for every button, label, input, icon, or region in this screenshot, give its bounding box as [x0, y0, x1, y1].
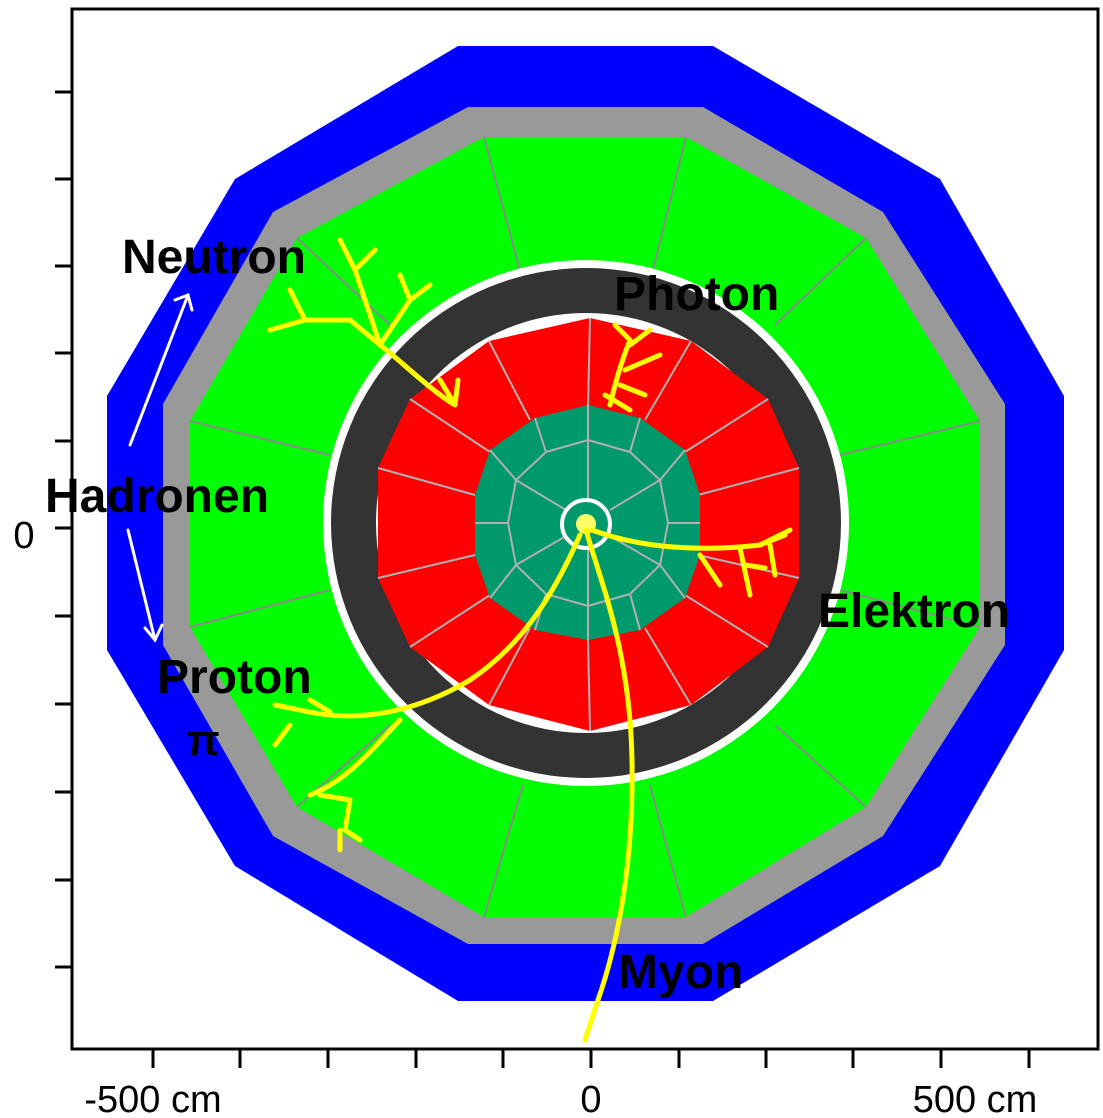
hadronen-arrows [126, 293, 194, 643]
y-axis-ticks [55, 90, 72, 969]
label-proton: Proton [157, 651, 312, 704]
proton-track [297, 532, 583, 719]
muon-track [582, 527, 635, 1043]
hadron-shower-lower [272, 697, 363, 853]
electron-shower [697, 532, 788, 598]
label-photon: Photon [614, 268, 779, 321]
label-elektron: Elektron [818, 585, 1010, 638]
label-neutron: Neutron [122, 231, 306, 284]
photon-shower [602, 322, 663, 413]
beam-pipe-ring [560, 498, 612, 550]
neutron-shower [267, 237, 461, 408]
x-tick-label-neg500: -500 cm [84, 1079, 221, 1118]
electron-track [589, 527, 793, 551]
arrow-head-proton [143, 623, 164, 643]
proton-branch [307, 717, 403, 798]
em-calorimeter-segments [377, 317, 800, 732]
x-tick-label-zero: 0 [580, 1079, 601, 1118]
arrow-head-neutron [173, 293, 194, 312]
x-axis-ticks [151, 1049, 1031, 1068]
y-tick-label-zero: 0 [13, 515, 34, 557]
label-myon: Myon [618, 946, 743, 999]
label-pi: π [186, 716, 220, 765]
label-hadronen: Hadronen [45, 470, 269, 523]
arrow-to-neutron [128, 293, 190, 447]
arrow-to-proton [126, 528, 157, 642]
hadron-calorimeter-segments [189, 136, 981, 918]
x-tick-label-500: 500 cm [913, 1079, 1038, 1118]
particle-tracks [267, 237, 793, 1043]
